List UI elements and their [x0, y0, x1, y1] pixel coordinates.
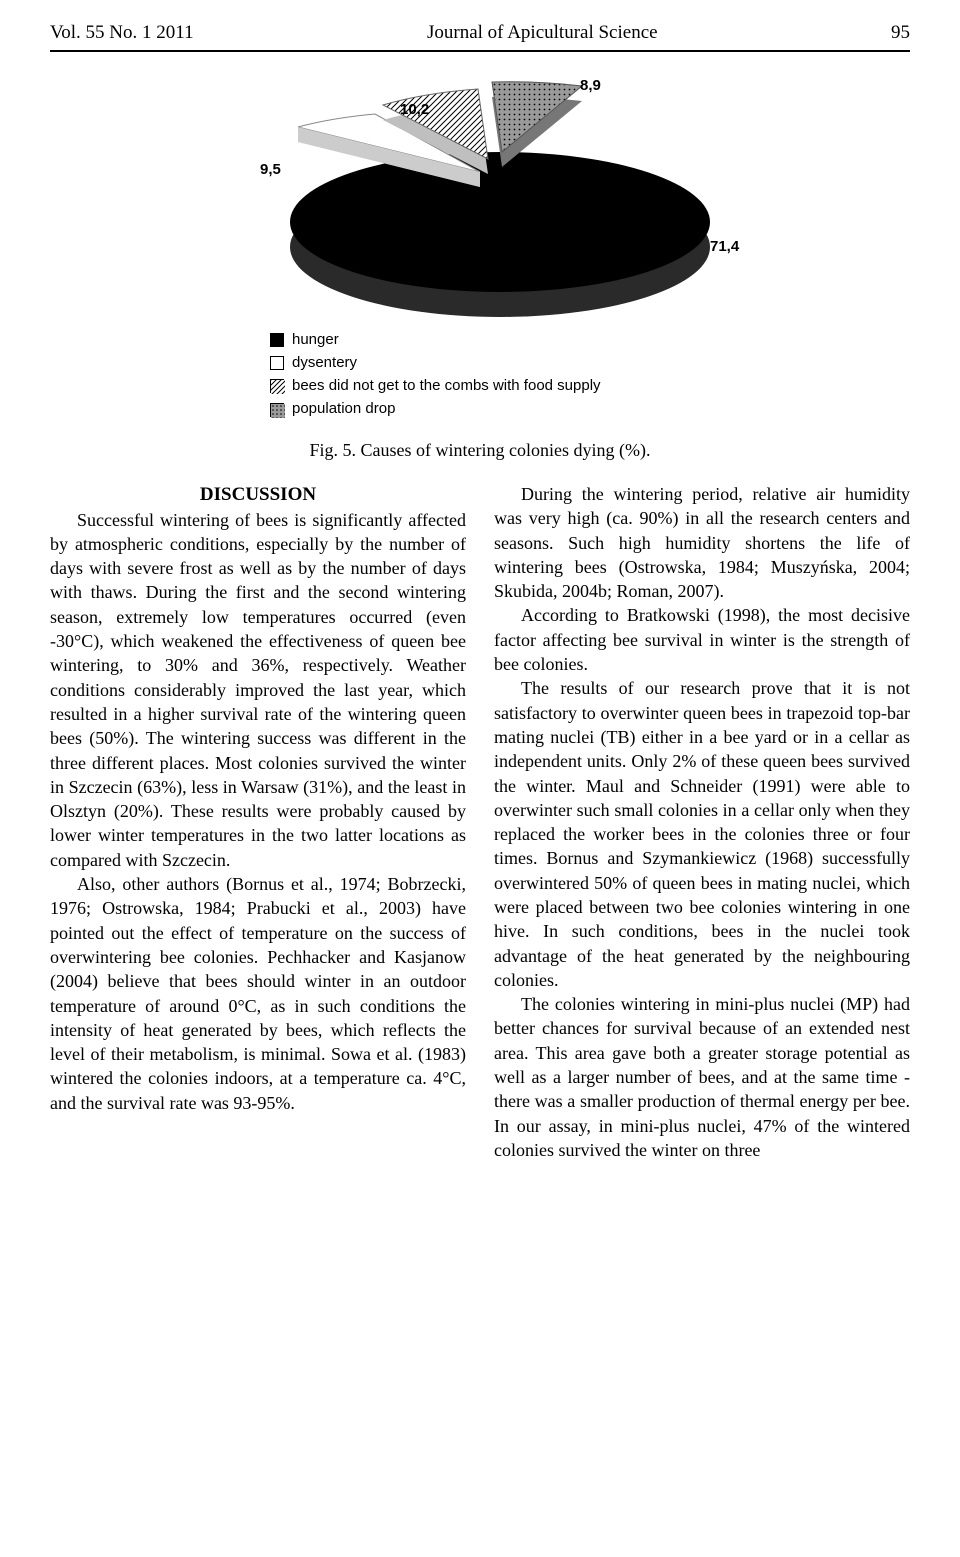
section-heading: DISCUSSION	[50, 482, 466, 508]
chart-value-9-5: 9,5	[260, 160, 281, 180]
legend-item-hunger: hunger	[270, 330, 690, 350]
chart-value-8-9: 8,9	[580, 76, 601, 96]
swatch-icon	[270, 379, 284, 393]
legend-label: population drop	[292, 399, 395, 419]
legend-item-population: population drop	[270, 399, 690, 419]
figure-caption: Fig. 5. Causes of wintering colonies dyi…	[50, 438, 910, 462]
swatch-icon	[270, 356, 284, 370]
swatch-icon	[270, 403, 284, 417]
legend-label: bees did not get to the combs with food …	[292, 376, 601, 396]
pie-chart: 8,9 10,2 9,5 71,4	[200, 72, 760, 322]
paragraph-1: Successful wintering of bees is signific…	[50, 508, 466, 872]
body-columns: DISCUSSION Successful wintering of bees …	[50, 482, 910, 1162]
page-header: Vol. 55 No. 1 2011 Journal of Apicultura…	[50, 20, 910, 52]
journal-title: Journal of Apicultural Science	[427, 20, 658, 46]
paragraph-4: According to Bratkowski (1998), the most…	[494, 603, 910, 676]
chart-value-10-2: 10,2	[400, 100, 429, 120]
paragraph-6: The colonies wintering in mini-plus nucl…	[494, 992, 910, 1162]
issue-text: Vol. 55 No. 1 2011	[50, 20, 194, 46]
legend-item-combs: bees did not get to the combs with food …	[270, 376, 690, 396]
legend-label: dysentery	[292, 353, 357, 373]
chart-legend: hunger dysentery bees did not get to the…	[270, 330, 690, 420]
paragraph-5: The results of our research prove that i…	[494, 676, 910, 992]
legend-item-dysentery: dysentery	[270, 353, 690, 373]
paragraph-2: Also, other authors (Bornus et al., 1974…	[50, 872, 466, 1115]
legend-label: hunger	[292, 330, 339, 350]
chart-value-71-4: 71,4	[710, 237, 739, 257]
page-number: 95	[891, 20, 910, 46]
swatch-icon	[270, 333, 284, 347]
pie-svg	[200, 72, 760, 322]
paragraph-3: During the wintering period, relative ai…	[494, 482, 910, 603]
